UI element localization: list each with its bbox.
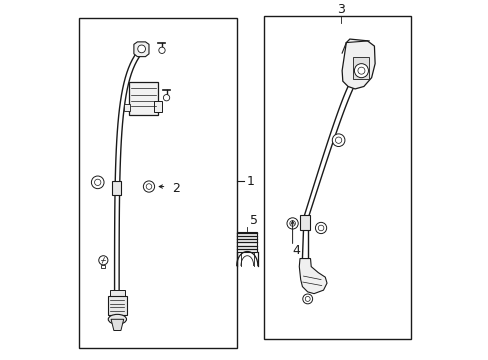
Circle shape bbox=[332, 134, 344, 147]
Bar bbox=[101, 265, 105, 268]
Polygon shape bbox=[134, 42, 149, 57]
Bar bbox=[154, 101, 162, 112]
Text: 1: 1 bbox=[246, 175, 254, 188]
Circle shape bbox=[159, 47, 165, 53]
Bar bbox=[299, 215, 309, 230]
Text: 4: 4 bbox=[291, 244, 299, 257]
Circle shape bbox=[357, 67, 364, 74]
Text: 5: 5 bbox=[249, 214, 258, 227]
Circle shape bbox=[305, 296, 309, 301]
Circle shape bbox=[289, 221, 295, 226]
Bar bbox=[112, 181, 121, 195]
Circle shape bbox=[94, 179, 101, 185]
Circle shape bbox=[143, 181, 154, 192]
Circle shape bbox=[286, 218, 298, 229]
Polygon shape bbox=[299, 258, 326, 294]
Circle shape bbox=[335, 137, 341, 143]
Bar bbox=[79, 18, 237, 348]
Circle shape bbox=[354, 64, 367, 78]
Ellipse shape bbox=[108, 314, 126, 324]
Circle shape bbox=[302, 294, 312, 304]
Bar bbox=[237, 232, 257, 252]
Polygon shape bbox=[342, 39, 374, 89]
Circle shape bbox=[163, 95, 169, 101]
Circle shape bbox=[91, 176, 104, 189]
Bar bbox=[124, 104, 130, 111]
Bar bbox=[263, 16, 410, 339]
Ellipse shape bbox=[138, 45, 145, 53]
Text: 3: 3 bbox=[336, 3, 345, 16]
Bar bbox=[353, 57, 368, 80]
Circle shape bbox=[315, 222, 326, 234]
Text: 2: 2 bbox=[172, 182, 180, 195]
Bar bbox=[109, 290, 125, 297]
Bar bbox=[108, 296, 126, 315]
Polygon shape bbox=[111, 319, 123, 330]
Circle shape bbox=[318, 225, 323, 231]
Bar bbox=[129, 82, 158, 114]
Circle shape bbox=[99, 256, 108, 265]
Circle shape bbox=[146, 184, 151, 189]
